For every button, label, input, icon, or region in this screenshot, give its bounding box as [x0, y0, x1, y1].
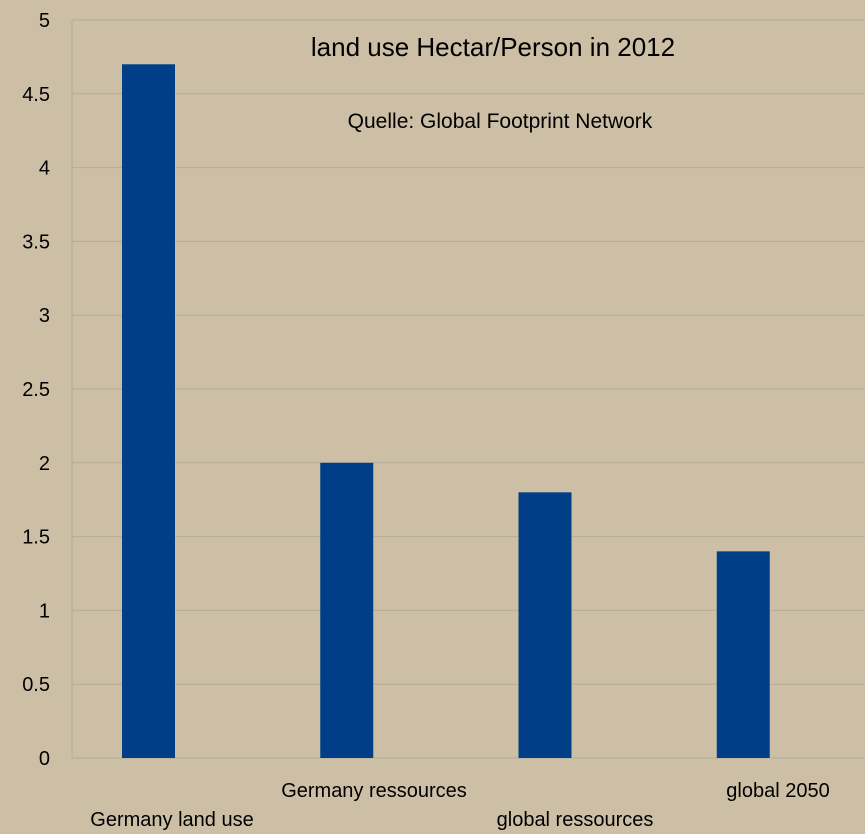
chart-subtitle: Quelle: Global Footprint Network	[348, 110, 653, 133]
y-tick-label: 5	[39, 10, 50, 32]
chart-title: land use Hectar/Person in 2012	[311, 32, 675, 62]
y-tick-label: 0	[39, 748, 50, 770]
y-tick-label: 1.5	[22, 527, 50, 549]
bars	[122, 64, 770, 758]
y-tick-label: 0.5	[22, 674, 50, 696]
y-tick-label: 1	[39, 600, 50, 622]
y-axis-ticks: 0 0.5 1 1.5 2 2.5 3 3.5 4 4.5 5	[22, 10, 50, 770]
category-label: Germany ressources	[281, 780, 467, 802]
category-label: Germany land use	[90, 809, 253, 831]
category-label: global ressources	[497, 809, 654, 831]
category-labels: Germany land use Germany ressources global…	[90, 780, 829, 831]
gridlines	[71, 19, 865, 759]
y-tick-label: 2.5	[22, 379, 50, 401]
y-tick-label: 3.5	[22, 231, 50, 253]
bar	[518, 492, 572, 758]
bar	[716, 551, 770, 758]
bar	[122, 64, 175, 758]
y-tick-label: 3	[39, 305, 50, 327]
category-label: global 2050	[726, 780, 829, 802]
y-tick-label: 4	[39, 158, 50, 180]
bar	[320, 462, 374, 758]
y-tick-label: 4.5	[22, 84, 50, 106]
y-tick-label: 2	[39, 453, 50, 475]
